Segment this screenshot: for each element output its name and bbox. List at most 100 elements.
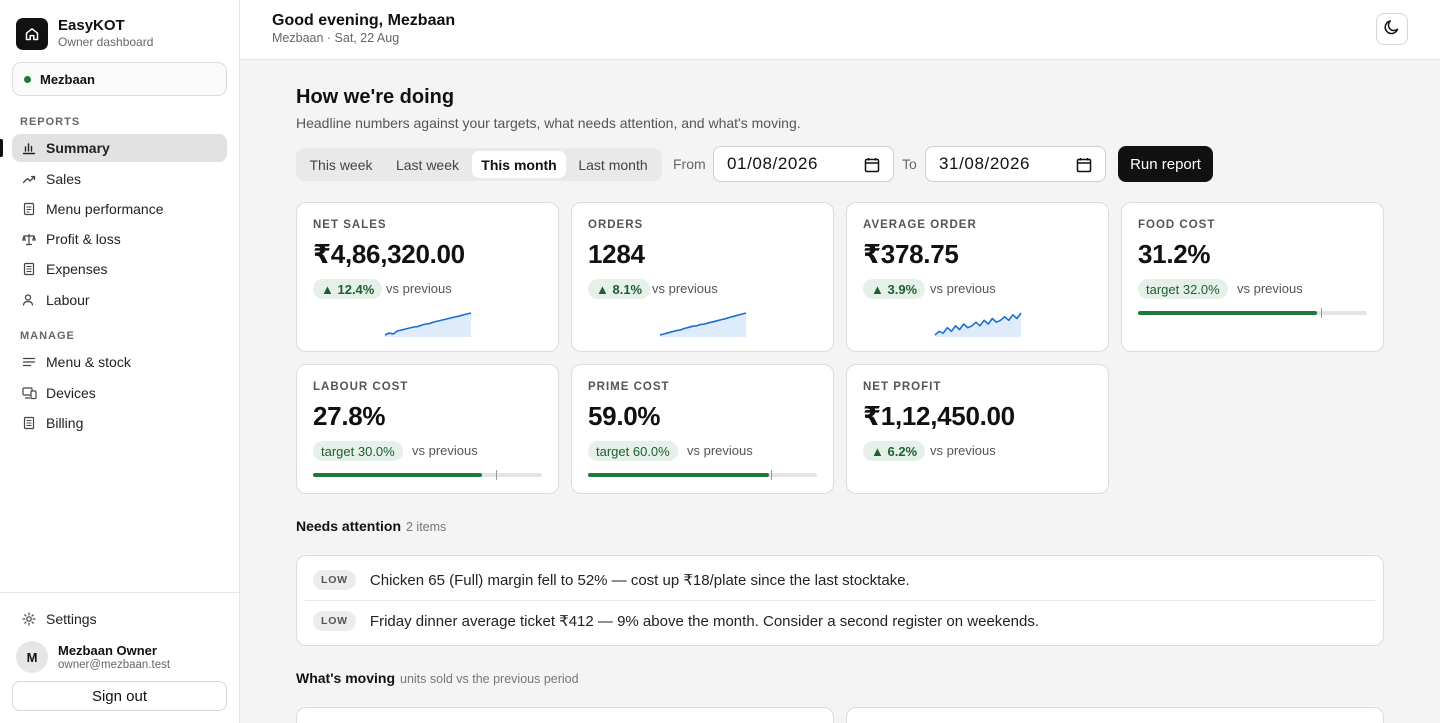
whats-moving-title: What's moving xyxy=(296,670,395,686)
avatar: M xyxy=(16,641,48,673)
brand-subtitle: Owner dashboard xyxy=(58,35,154,49)
brand[interactable]: EasyKOT Owner dashboard xyxy=(16,17,153,50)
kpi-label: AVERAGE ORDER xyxy=(863,219,977,231)
sparkline-line xyxy=(659,312,747,336)
change-badge: ▲ 6.2% xyxy=(863,441,926,461)
sidebar-item-sales[interactable]: Sales xyxy=(12,165,227,193)
kpi-card-average-order[interactable]: AVERAGE ORDER ₹378.75 ▲ 3.9% vs previous xyxy=(846,202,1109,352)
sign-out-button[interactable]: Sign out xyxy=(12,681,227,711)
sidebar-item-label: Menu & stock xyxy=(46,354,131,370)
to-label: To xyxy=(902,156,917,172)
progress-bar xyxy=(1138,308,1367,318)
severity-badge: LOW xyxy=(313,570,356,590)
vs-label: vs previous xyxy=(412,443,478,458)
sidebar-item-billing[interactable]: Billing xyxy=(12,409,227,437)
user-icon xyxy=(21,292,37,308)
divider xyxy=(305,600,1375,601)
period-this-month[interactable]: This month xyxy=(472,151,566,178)
calendar-icon[interactable] xyxy=(864,157,880,178)
kpi-card-food-cost[interactable]: FOOD COST 31.2% target 32.0% vs previous xyxy=(1121,202,1384,352)
needs-attention-title: Needs attention xyxy=(296,518,402,534)
period-last-week[interactable]: Last week xyxy=(395,156,460,173)
progress-fill xyxy=(1138,311,1317,315)
trend-up-icon xyxy=(21,171,37,187)
receipt-icon xyxy=(21,415,37,431)
brand-name: EasyKOT xyxy=(58,17,125,34)
sidebar-item-label: Labour xyxy=(46,292,90,308)
theme-toggle-button[interactable] xyxy=(1376,13,1408,45)
sidebar-item-label: Menu performance xyxy=(46,201,164,217)
sidebar-item-label: Profit & loss xyxy=(46,231,121,247)
user-email: owner@mezbaan.test xyxy=(58,658,171,671)
location-switcher[interactable]: Mezbaan xyxy=(12,62,227,96)
kpi-label: NET PROFIT xyxy=(863,381,942,393)
document-icon xyxy=(21,201,37,217)
kpi-value: 59.0% xyxy=(588,401,661,431)
sidebar-item-menu-stock[interactable]: Menu & stock xyxy=(12,348,227,376)
run-report-button[interactable]: Run report xyxy=(1118,146,1213,182)
greeting: Good evening, Mezbaan xyxy=(272,12,456,29)
period-last-month[interactable]: Last month xyxy=(578,156,648,173)
vs-label: vs previous xyxy=(930,443,996,458)
target-badge: target 32.0% xyxy=(1138,279,1228,299)
progress-fill xyxy=(588,473,769,477)
change-badge: ▲ 8.1% xyxy=(588,279,651,299)
devices-icon xyxy=(21,385,37,401)
kpi-value: ₹4,86,320.00 xyxy=(313,239,465,269)
from-date-input[interactable]: 01/08/2026 xyxy=(713,146,894,182)
sidebar-item-label: Expenses xyxy=(46,261,108,277)
to-date-input[interactable]: 31/08/2026 xyxy=(925,146,1106,182)
kpi-card-labour-cost[interactable]: LABOUR COST 27.8% target 30.0% vs previo… xyxy=(296,364,559,494)
list-item[interactable]: LOW Chicken 65 (Full) margin fell to 52%… xyxy=(313,568,910,592)
receipt-icon xyxy=(21,261,37,277)
sidebar-item-labour[interactable]: Labour xyxy=(12,286,227,314)
sidebar-footer-divider xyxy=(0,592,239,593)
vs-label: vs previous xyxy=(1237,281,1303,296)
from-label: From xyxy=(673,156,706,172)
moving-card-up xyxy=(296,707,834,723)
manage-section-label: MANAGE xyxy=(20,330,75,342)
sidebar-item-label: Summary xyxy=(46,140,110,156)
sidebar: EasyKOT Owner dashboard Mezbaan REPORTS … xyxy=(0,0,240,723)
list-icon xyxy=(21,354,37,370)
kpi-card-net-profit[interactable]: NET PROFIT ₹1,12,450.00 ▲ 6.2% vs previo… xyxy=(846,364,1109,494)
kpi-card-orders[interactable]: ORDERS 1284 ▲ 8.1% vs previous xyxy=(571,202,834,352)
attention-text: Chicken 65 (Full) margin fell to 52% — c… xyxy=(369,572,910,589)
gear-icon xyxy=(21,611,37,627)
target-badge: target 60.0% xyxy=(588,441,678,461)
sidebar-item-label: Billing xyxy=(46,415,84,431)
sidebar-item-settings[interactable]: Settings xyxy=(12,605,227,633)
page-title: How we're doing xyxy=(296,86,455,108)
kpi-card-net-sales[interactable]: NET SALES ₹4,86,320.00 ▲ 12.4% vs previo… xyxy=(296,202,559,352)
sparkline-line xyxy=(934,312,1022,336)
active-indicator xyxy=(0,139,3,157)
change-badge: ▲ 3.9% xyxy=(863,279,926,299)
sidebar-item-expenses[interactable]: Expenses xyxy=(12,255,227,283)
sidebar-item-label: Sales xyxy=(46,171,82,187)
user-profile[interactable]: M Mezbaan Owner owner@mezbaan.test xyxy=(16,641,170,673)
sparkline xyxy=(384,312,472,337)
greeting-subtitle: Mezbaan · Sat, 22 Aug xyxy=(272,31,400,45)
kpi-label: FOOD COST xyxy=(1138,219,1216,231)
vs-label: vs previous xyxy=(652,281,718,296)
calendar-icon[interactable] xyxy=(1076,157,1092,178)
user-name: Mezbaan Owner xyxy=(58,642,157,658)
scale-icon xyxy=(21,231,37,247)
sidebar-item-devices[interactable]: Devices xyxy=(12,379,227,407)
target-marker xyxy=(1321,308,1323,318)
sidebar-item-profit-loss[interactable]: Profit & loss xyxy=(12,225,227,253)
kpi-card-prime-cost[interactable]: PRIME COST 59.0% target 60.0% vs previou… xyxy=(571,364,834,494)
sparkline-line xyxy=(384,312,472,336)
progress-bar xyxy=(588,470,817,480)
kpi-value: ₹1,12,450.00 xyxy=(863,401,1015,431)
list-item[interactable]: LOW Friday dinner average ticket ₹412 — … xyxy=(313,609,1039,633)
sidebar-item-menu-performance[interactable]: Menu performance xyxy=(12,195,227,223)
period-this-week[interactable]: This week xyxy=(309,156,373,173)
progress-fill xyxy=(313,473,483,477)
kpi-label: NET SALES xyxy=(313,219,387,231)
sidebar-item-summary[interactable]: Summary xyxy=(12,134,227,162)
home-icon xyxy=(16,17,48,50)
vs-label: vs previous xyxy=(930,281,996,296)
moon-icon xyxy=(1383,18,1401,41)
needs-attention-count: 2 items xyxy=(406,520,447,534)
